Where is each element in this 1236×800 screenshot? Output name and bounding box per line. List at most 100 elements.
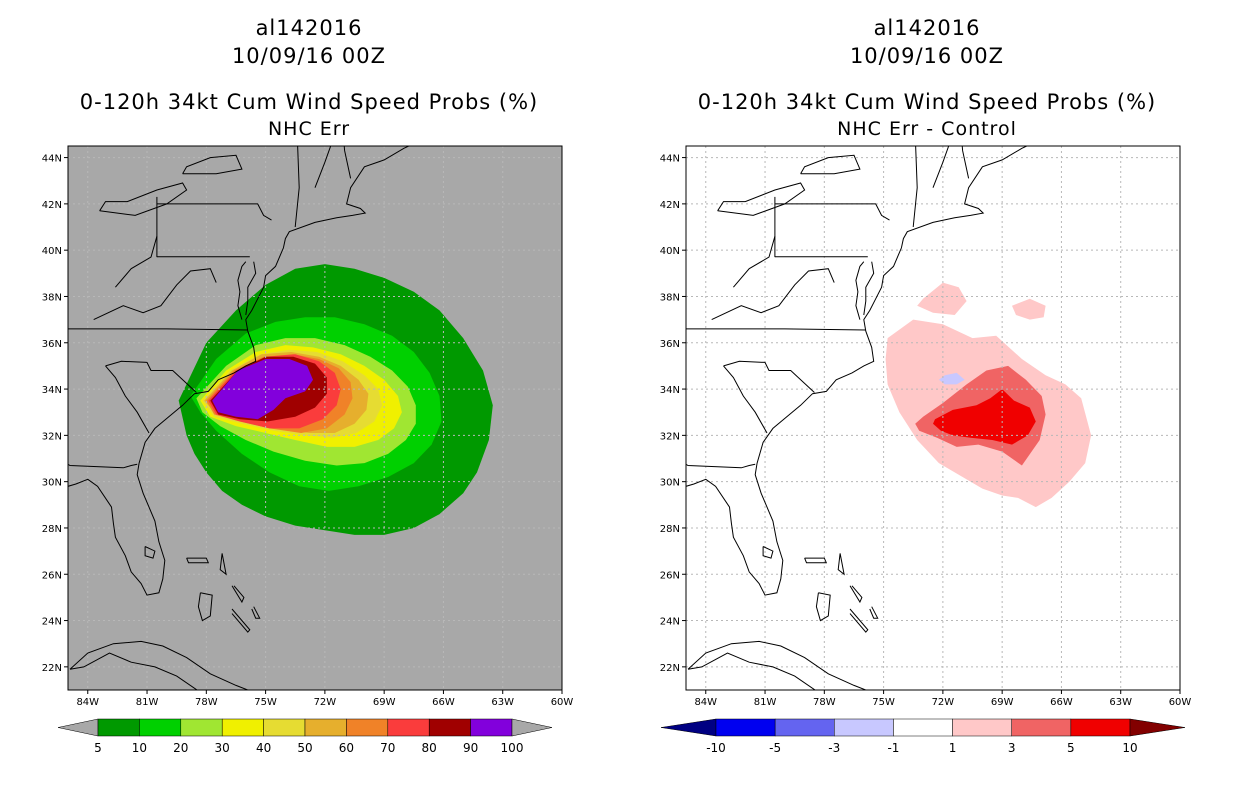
y-tick-label: 30N: [42, 478, 62, 489]
coastline-nhMe: [343, 146, 352, 179]
colorbar-label: 10: [132, 741, 147, 755]
coastline-ncVa: [686, 328, 866, 331]
colorbar-swatch: [180, 718, 223, 737]
coastline-lakeO: [762, 546, 774, 559]
y-tick-label: 32N: [660, 431, 680, 442]
colorbar-swatch: [346, 718, 389, 737]
y-tick-label: 24N: [42, 617, 62, 628]
coastline-nyPa: [774, 203, 890, 221]
colorbar-swatch: [97, 718, 140, 737]
x-tick-label: 63W: [1109, 697, 1132, 708]
coastline-exuma: [231, 608, 251, 633]
y-tick-label: 34N: [660, 385, 680, 396]
coastline-eastCoast: [686, 146, 1029, 596]
coastline-eleuthera: [849, 585, 863, 604]
colorbar-swatch: [304, 718, 347, 737]
colorbar-label: 30: [215, 741, 230, 755]
coastline-andros: [815, 592, 831, 622]
coastline-gaFl: [686, 463, 756, 469]
y-tick-label: 36N: [660, 339, 680, 350]
map-frame: [67, 145, 563, 691]
map-frame: [685, 145, 1181, 691]
contour-5: [933, 389, 1036, 445]
coastline-cuba: [687, 640, 868, 690]
y-tick-label: 22N: [42, 663, 62, 674]
y-tick-label: 38N: [660, 292, 680, 303]
colorbar-swatch: [715, 718, 776, 737]
colorbar-swatch: [1070, 718, 1131, 737]
datetime: 10/09/16 00Z: [231, 44, 387, 68]
coastline-newEngland: [912, 146, 918, 228]
coastline-grandBahama: [186, 557, 210, 564]
y-tick-label: 32N: [42, 431, 62, 442]
colorbar-swatch: [774, 718, 835, 737]
coastline-vtNh: [932, 146, 950, 188]
colorbar-swatch: [387, 718, 430, 737]
coastline-lakeErie: [99, 182, 188, 216]
storm-id: al142016: [873, 16, 981, 40]
coastline-chesapeake: [855, 261, 865, 320]
colorbar-swatch: [952, 718, 1012, 737]
coastline-lakeOntario: [182, 154, 243, 175]
colorbar-label: -3: [828, 741, 840, 755]
colorbar-swatch: [263, 718, 306, 737]
y-tick-label: 26N: [660, 570, 680, 581]
x-tick-label: 84W: [694, 697, 717, 708]
colorbar-label: 5: [94, 741, 102, 755]
coastline-ohWv: [115, 236, 158, 288]
plot-area: [68, 146, 562, 690]
y-tick-label: 44N: [42, 154, 62, 165]
coastline-scGa: [723, 365, 768, 434]
colorbar-low-arrow: [660, 718, 717, 737]
y-tick-label: 40N: [660, 246, 680, 257]
colorbar-label: -1: [887, 741, 899, 755]
x-tick-label: 66W: [1050, 697, 1073, 708]
y-tick-label: 38N: [42, 292, 62, 303]
coastline-andros: [197, 592, 213, 622]
colorbar-label: 1: [949, 741, 957, 755]
y-tick-label: 40N: [42, 246, 62, 257]
y-tick-label: 42N: [42, 200, 62, 211]
storm-id: al142016: [255, 16, 363, 40]
y-tick-label: 26N: [42, 570, 62, 581]
colorbar-label: -10: [706, 741, 726, 755]
plot-area: [686, 146, 1180, 690]
colorbar-label: 3: [1008, 741, 1016, 755]
colorbar-swatch: [428, 718, 471, 737]
coastline-abaco: [219, 553, 227, 576]
coastline-nhMe: [961, 146, 970, 179]
contour-1: [917, 282, 967, 315]
coastline-lakeErie: [717, 182, 806, 216]
colorbar-swatch: [834, 718, 894, 737]
y-tick-label: 44N: [660, 154, 680, 165]
colorbar-label: 20: [173, 741, 188, 755]
colorbar-swatch: [1011, 718, 1072, 737]
x-tick-label: 60W: [1169, 697, 1192, 708]
x-tick-label: 78W: [195, 697, 218, 708]
x-tick-label: 75W: [872, 697, 895, 708]
colorbar-label: 50: [297, 741, 312, 755]
coastline-nyPa: [156, 203, 272, 221]
coastline-chesapeake: [237, 261, 247, 320]
x-tick-label: 78W: [813, 697, 836, 708]
contour-1: [1012, 298, 1046, 320]
x-tick-label: 84W: [76, 697, 99, 708]
y-tick-label: 42N: [660, 200, 680, 211]
y-tick-label: 34N: [42, 385, 62, 396]
datetime: 10/09/16 00Z: [849, 44, 1005, 68]
coastline-ohWv: [733, 236, 776, 288]
colorbar-high-arrow: [511, 718, 553, 737]
colorbar-swatch: [893, 718, 953, 737]
x-tick-label: 72W: [314, 697, 337, 708]
x-tick-label: 69W: [373, 697, 396, 708]
contour--3: [938, 372, 965, 385]
colorbar-label: -5: [769, 741, 781, 755]
x-tick-label: 81W: [754, 697, 777, 708]
x-tick-label: 66W: [432, 697, 455, 708]
colorbar-label: 70: [380, 741, 395, 755]
colorbar-label: 80: [422, 741, 437, 755]
y-tick-label: 28N: [42, 524, 62, 535]
probability-map: 84W 81W 78W 75W 72W 69W 66W 63W 60W 22N 24N 26N 28N 3…: [42, 145, 573, 755]
difference-map: 84W 81W 78W 75W 72W 69W 66W 63W 60W 22N 24N 26N 28N 3…: [660, 145, 1192, 755]
colorbar-swatch: [470, 718, 513, 737]
